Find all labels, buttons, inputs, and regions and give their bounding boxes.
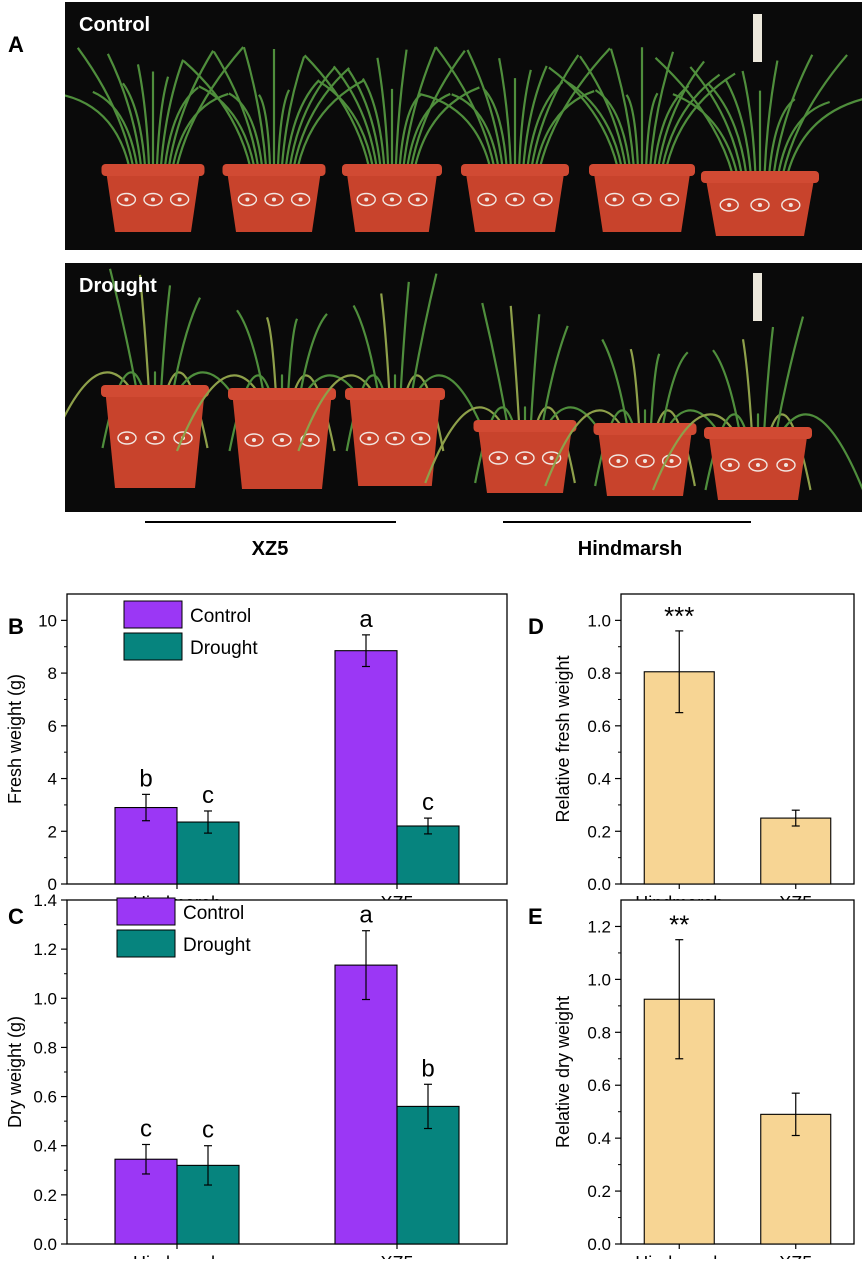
relative-fresh-weight-ytick-label: 0.6 [587,717,611,736]
drought-plants [65,269,862,500]
relative-fresh-weight-ytick-label: 0.8 [587,664,611,683]
relative-dry-weight-chart: 0.0 0.2 0.4 0.6 0.8 1.0 1.2 Hindmarah XZ5 Relativ… [520,888,865,1259]
dry-weight-chart: 0.0 0.2 0.4 0.6 0.8 1.0 1.2 1.4 Hindmarah XZ5 Dry … [0,888,520,1259]
relative-dry-weight-xtick-label: XZ5 [779,1253,812,1259]
fresh-weight-bar-control-2 [335,651,397,884]
fresh-weight-ytick-label: 4 [48,770,57,789]
relative-dry-weight-xtick-label: Hindmarah [635,1253,723,1259]
dry-weight-significance-letter: b [421,1055,434,1082]
control-pot-1 [102,164,205,232]
fresh-weight-ytick-label: 2 [48,822,57,841]
dry-weight-significance-letter: c [202,1117,214,1144]
relative-dry-weight-significance-stars: ** [669,910,689,940]
dry-weight-ytick-label: 0.0 [33,1235,57,1254]
relative-dry-weight-ytick-label: 0.2 [587,1182,611,1201]
control-plants [65,47,862,236]
dry-weight-ylabel: Dry weight (g) [5,1016,25,1128]
control-plant-1 [65,47,243,167]
relative-fresh-weight-significance-stars: *** [664,601,694,631]
fresh-weight-significance-letter: c [422,789,434,816]
fresh-weight-significance-letter: a [359,606,373,633]
relative-fresh-weight-ytick-label: 0.2 [587,822,611,841]
fresh-weight-significance-letter: b [139,765,152,792]
fresh-weight-chart: 0246810HindmarahXZ5Fresh weight (g)bcacC… [0,585,520,900]
control-photo: Control [65,2,862,250]
control-plant-3 [305,47,480,167]
dry-weight-legend-swatch-drought [117,930,175,957]
drought-pot-6 [704,427,812,500]
relative-dry-weight-ytick-label: 1.0 [587,970,611,989]
dry-weight-significance-letter: a [359,902,373,929]
relative-fresh-weight-bars: *** [644,601,831,884]
fresh-weight-ytick-label: 8 [48,664,57,683]
xz5-group-label: XZ5 [220,538,320,561]
dry-weight-ytick-label: 0.2 [33,1186,57,1205]
dry-weight-significance-letter: c [140,1115,152,1142]
dry-weight-legend-label-drought: Drought [183,935,251,956]
control-photo-label: Control [79,14,150,37]
relative-dry-weight-ytick-label: 1.2 [587,917,611,936]
relative-dry-weight-ytick-label: 0.4 [587,1129,611,1148]
control-plant-6 [656,55,863,174]
relative-fresh-weight-ytick-label: 1.0 [587,611,611,630]
dry-weight-legend-swatch-control [117,898,175,925]
relative-dry-weight-bars: ** [644,910,831,1244]
fresh-weight-bar-drought-2 [397,826,459,884]
panel-letter-a: A [8,32,24,58]
relative-fresh-weight-chart: 0.00.20.40.60.81.0HindmarahXZ5Relative f… [520,585,865,900]
relative-fresh-weight-bar-2 [761,818,831,884]
control-pot-3 [342,164,442,232]
control-plant-5 [549,47,735,167]
dry-weight-ytick-label: 0.4 [33,1137,57,1156]
control-pot-5 [589,164,695,232]
relative-fresh-weight-ytick-label: 0.4 [587,770,611,789]
relative-dry-weight-ytick-label: 0.0 [587,1235,611,1254]
drought-pot-1 [101,385,209,488]
hindmarsh-group-line [503,521,751,523]
fresh-weight-legend-label-drought: Drought [190,638,258,659]
dry-weight-xtick-label: XZ5 [380,1253,413,1259]
dry-weight-ytick-label: 1.4 [33,891,57,910]
drought-photo-label: Drought [79,275,157,298]
dry-weight-ytick-label: 1.0 [33,989,57,1008]
drought-ruler [753,273,762,321]
fresh-weight-legend-label-control: Control [190,606,251,627]
fresh-weight-legend: Control Drought [124,601,258,660]
control-pot-4 [461,164,569,232]
drought-pot-4 [474,420,577,493]
fresh-weight-ytick-label: 6 [48,717,57,736]
dry-weight-ytick-label: 1.2 [33,940,57,959]
relative-dry-weight-ytick-label: 0.6 [587,1076,611,1095]
fresh-weight-legend-swatch-control [124,601,182,628]
xz5-group-line [145,521,396,523]
fresh-weight-ylabel: Fresh weight (g) [5,674,25,804]
dry-weight-xtick-label: Hindmarah [133,1253,221,1259]
relative-dry-weight-ytick-label: 0.8 [587,1023,611,1042]
dry-weight-legend-label-control: Control [183,903,244,924]
fresh-weight-ytick-label: 10 [38,611,57,630]
fresh-weight-legend-swatch-drought [124,633,182,660]
dry-weight-legend: Control Drought [117,898,251,957]
relative-fresh-weight-ylabel: Relative fresh weight [553,655,573,822]
hindmarsh-group-label: Hindmarsh [555,538,705,561]
dry-weight-bar-control-2 [335,965,397,1244]
dry-weight-ytick-label: 0.8 [33,1038,57,1057]
control-pot-2 [223,164,326,232]
drought-photo: Drought [65,263,862,512]
fresh-weight-significance-letter: c [202,782,214,809]
relative-dry-weight-ylabel: Relative dry weight [553,996,573,1148]
dry-weight-ytick-label: 0.6 [33,1088,57,1107]
control-ruler [753,14,762,62]
control-plant-2 [184,47,365,167]
control-pot-6 [701,171,819,236]
